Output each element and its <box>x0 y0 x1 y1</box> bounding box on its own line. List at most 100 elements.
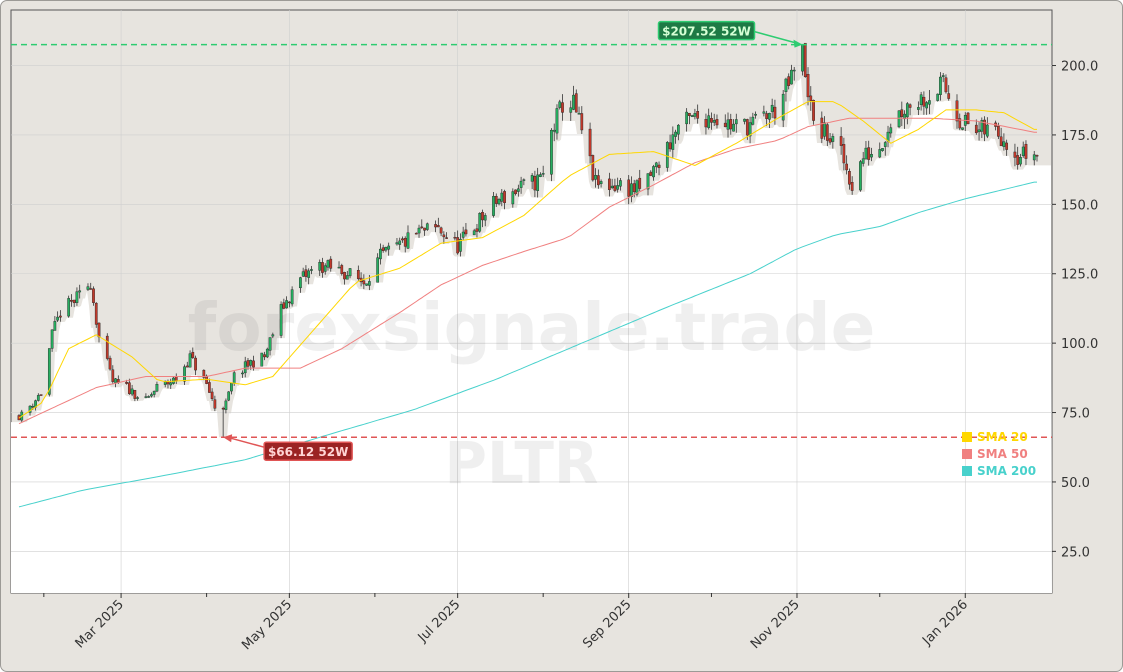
candle-body <box>870 154 873 158</box>
52w-low-arrowhead <box>223 434 233 443</box>
y-tick-label: 50.0 <box>1061 476 1090 491</box>
52w-high-arrowhead <box>793 39 803 48</box>
candle-body <box>881 148 884 151</box>
candle-body <box>1019 157 1022 165</box>
sma-20-line <box>18 101 1037 419</box>
candle-body <box>279 304 283 336</box>
candle-body <box>472 230 476 236</box>
candle-body <box>955 100 959 122</box>
candle-body <box>806 74 810 98</box>
candle-body <box>999 136 1003 147</box>
candle-body <box>464 229 468 235</box>
candle-body <box>745 119 749 136</box>
candle-body <box>1035 155 1039 157</box>
candle-body <box>743 118 746 122</box>
candle-body <box>925 102 929 109</box>
candle-body <box>809 95 813 101</box>
candle-body <box>726 119 730 130</box>
candle-body <box>150 394 153 397</box>
candle-body <box>183 366 186 382</box>
candle-body <box>947 93 951 99</box>
candle-body <box>997 125 1000 137</box>
candle-body <box>246 360 250 367</box>
candle-body <box>961 127 964 130</box>
candle-body <box>985 124 989 137</box>
52w-high-label: $207.52 52W <box>662 25 751 39</box>
candle-body <box>594 175 597 180</box>
52w-high-arrow <box>754 30 799 45</box>
candle-body <box>398 240 402 245</box>
candle-body <box>580 113 584 131</box>
candle-body <box>414 232 418 235</box>
candle-body <box>900 109 904 118</box>
candle-body <box>897 110 901 128</box>
candle-body <box>108 357 112 370</box>
candle-body <box>36 395 40 401</box>
candle-body <box>72 299 76 304</box>
candle-body <box>1002 141 1006 147</box>
candle-body <box>530 175 534 182</box>
candle-body <box>630 183 633 197</box>
legend-label-sma-50: SMA 50 <box>977 447 1028 461</box>
candle-body <box>453 236 457 239</box>
candle-body <box>194 357 197 371</box>
candle-body <box>265 348 269 358</box>
52w-low-label: $66.12 52W <box>268 445 348 459</box>
candle-body <box>75 291 79 303</box>
candle-body <box>654 162 658 168</box>
candle-body <box>550 129 553 175</box>
candle-body <box>588 128 592 157</box>
candle-body <box>227 391 231 401</box>
candle-body <box>205 375 208 384</box>
candle-body <box>944 77 948 93</box>
x-tick-label: Mar 2025 <box>73 597 127 651</box>
candle-body <box>318 262 322 271</box>
candle-body <box>59 315 62 318</box>
candle-body <box>133 389 137 399</box>
candle-body <box>321 262 324 273</box>
sma-200-line <box>18 181 1037 508</box>
candle-body <box>125 382 128 384</box>
52w-low-label-box <box>263 441 353 461</box>
candle-body <box>299 277 302 289</box>
candle-body <box>271 334 275 337</box>
candle-body <box>539 174 542 177</box>
candle-body <box>340 265 344 274</box>
candle-body <box>599 181 603 185</box>
candle-body <box>627 179 631 197</box>
candle-body <box>792 69 796 72</box>
candle-body <box>751 116 755 125</box>
candle-body <box>787 76 791 86</box>
candle-body <box>974 124 978 134</box>
candle-body <box>688 112 691 116</box>
candle-body <box>310 269 313 271</box>
candle-body <box>243 361 247 374</box>
candle-body <box>820 117 824 139</box>
candle-body <box>92 288 95 303</box>
candle-body <box>555 108 559 134</box>
x-tick-label: Jan 2026 <box>919 597 971 649</box>
candle-body <box>420 226 424 229</box>
candle-body <box>848 171 851 185</box>
candle-body <box>536 174 540 191</box>
candle-body <box>50 329 54 349</box>
candle-body <box>516 188 520 192</box>
candle-body <box>864 147 868 160</box>
candle-body <box>696 111 700 119</box>
candle-body <box>845 163 848 171</box>
x-tick-label: May 2025 <box>239 597 295 653</box>
candle-body <box>657 164 661 169</box>
candle-body <box>803 42 807 78</box>
y-tick-label: 175.0 <box>1061 129 1098 144</box>
candle-body <box>436 225 440 228</box>
candle-body <box>635 180 639 195</box>
candle-body <box>715 119 719 126</box>
candle-body <box>671 134 675 150</box>
candle-body <box>323 265 327 272</box>
candle-body <box>481 212 484 221</box>
candle-body <box>403 238 407 247</box>
sma-50-line <box>18 117 1037 425</box>
candle-body <box>423 227 426 231</box>
candle-body <box>94 302 98 325</box>
candle-body <box>230 382 233 392</box>
